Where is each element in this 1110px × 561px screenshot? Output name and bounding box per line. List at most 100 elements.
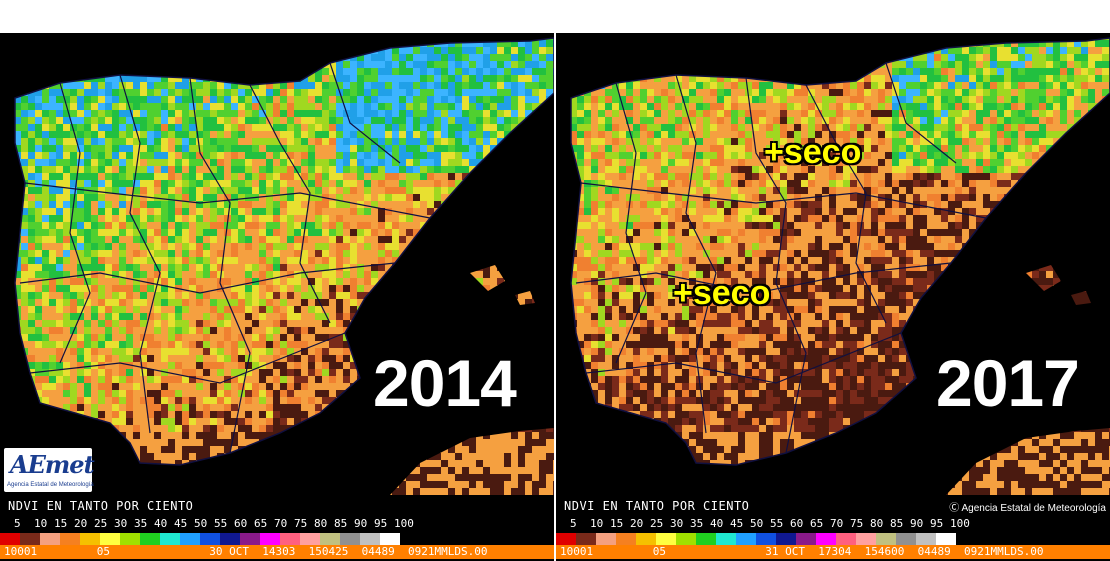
coastline bbox=[570, 37, 1110, 466]
legend-swatch bbox=[636, 533, 656, 545]
legend-title: NDVI EN TANTO POR CIENTO bbox=[564, 499, 750, 513]
legend-swatch bbox=[280, 533, 300, 545]
legend-swatch bbox=[756, 533, 776, 545]
legend-scale-value: 10 bbox=[590, 517, 604, 530]
legend-scale-value: 75 bbox=[294, 517, 308, 530]
legend-scale-value: 15 bbox=[54, 517, 68, 530]
status-text: 10001 05 31 OCT 17304 154600 04489 0921M… bbox=[560, 545, 1044, 558]
legend-swatch bbox=[300, 533, 320, 545]
province-borders bbox=[19, 62, 431, 454]
legend-scale-value: 80 bbox=[314, 517, 328, 530]
legend-swatch bbox=[896, 533, 916, 545]
legend-swatch bbox=[60, 533, 80, 545]
legend-swatch bbox=[80, 533, 100, 545]
legend-scale-value: 70 bbox=[274, 517, 288, 530]
legend-swatch bbox=[120, 533, 140, 545]
legend-scale: 5 10 15 20 25 30 35 40 45 50 55 60 65 70 75 80 85 90 95 100 bbox=[570, 517, 970, 531]
legend-scale-value: 15 bbox=[610, 517, 624, 530]
legend-swatch bbox=[320, 533, 340, 545]
legend-scale-value: 90 bbox=[910, 517, 924, 530]
dryness-annotation-center: +seco bbox=[673, 274, 771, 312]
legend-swatch bbox=[716, 533, 736, 545]
legend-scale-value: 50 bbox=[194, 517, 208, 530]
legend-swatch bbox=[160, 533, 180, 545]
iberia-ndvi-map-2014 bbox=[14, 37, 554, 495]
legend-scale-value: 50 bbox=[750, 517, 764, 530]
legend-scale-value: 55 bbox=[214, 517, 228, 530]
legend-swatch bbox=[676, 533, 696, 545]
legend-scale-value: 35 bbox=[134, 517, 148, 530]
legend-swatch bbox=[260, 533, 280, 545]
legend-scale-value: 40 bbox=[710, 517, 724, 530]
year-label: 2017 bbox=[936, 346, 1080, 420]
legend-swatch bbox=[696, 533, 716, 545]
legend-swatch bbox=[616, 533, 636, 545]
status-bar: 10001 05 31 OCT 17304 154600 04489 0921M… bbox=[556, 545, 1110, 559]
legend-scale-value: 60 bbox=[790, 517, 804, 530]
legend-scale-value: 20 bbox=[630, 517, 644, 530]
legend-scale-value: 95 bbox=[930, 517, 944, 530]
logo-subtitle: Agencia Estatal de Meteorología bbox=[7, 482, 94, 488]
status-bar: 10001 05 30 OCT 14303 150425 04489 0921M… bbox=[0, 545, 554, 559]
legend-scale-value: 35 bbox=[690, 517, 704, 530]
legend-scale-value: 70 bbox=[830, 517, 844, 530]
legend-swatch bbox=[836, 533, 856, 545]
legend-swatch bbox=[916, 533, 936, 545]
legend-swatch bbox=[340, 533, 360, 545]
legend-swatch bbox=[140, 533, 160, 545]
legend-scale-value: 25 bbox=[650, 517, 664, 530]
legend-scale-value: 100 bbox=[950, 517, 970, 530]
legend-swatch bbox=[40, 533, 60, 545]
status-text: 10001 05 30 OCT 14303 150425 04489 0921M… bbox=[4, 545, 488, 558]
legend-swatch bbox=[816, 533, 836, 545]
legend-swatches bbox=[556, 533, 956, 545]
legend-scale-value: 65 bbox=[810, 517, 824, 530]
legend-scale-value: 75 bbox=[850, 517, 864, 530]
legend-scale-value: 100 bbox=[394, 517, 414, 530]
province-borders bbox=[575, 62, 987, 454]
legend-swatch bbox=[596, 533, 616, 545]
legend-scale-value: 30 bbox=[670, 517, 684, 530]
legend-swatch bbox=[20, 533, 40, 545]
legend-scale-value: 5 bbox=[14, 517, 21, 530]
dryness-annotation-north: +seco bbox=[764, 133, 862, 171]
legend-scale-value: 45 bbox=[730, 517, 744, 530]
legend-swatch bbox=[656, 533, 676, 545]
aemet-logo: AEmet Agencia Estatal de Meteorología bbox=[4, 448, 95, 492]
legend-scale-value: 90 bbox=[354, 517, 368, 530]
legend-swatch bbox=[220, 533, 240, 545]
legend-swatch bbox=[0, 533, 20, 545]
legend-swatch bbox=[776, 533, 796, 545]
legend-swatch bbox=[576, 533, 596, 545]
legend-scale-value: 95 bbox=[374, 517, 388, 530]
year-label: 2014 bbox=[373, 346, 517, 420]
legend-scale-value: 45 bbox=[174, 517, 188, 530]
copyright-notice: Ⓒ Agencia Estatal de Meteorología bbox=[949, 503, 1106, 514]
legend-scale-value: 85 bbox=[334, 517, 348, 530]
legend-scale-value: 60 bbox=[234, 517, 248, 530]
legend-swatch bbox=[556, 533, 576, 545]
legend-scale: 5 10 15 20 25 30 35 40 45 50 55 60 65 70 75 80 85 90 95 100 bbox=[14, 517, 414, 531]
legend-swatch bbox=[736, 533, 756, 545]
legend-scale-value: 65 bbox=[254, 517, 268, 530]
ndvi-map-panel-2014: 2014 AEmet Agencia Estatal de Meteorolog… bbox=[0, 33, 554, 561]
legend-swatch bbox=[180, 533, 200, 545]
legend-swatch bbox=[200, 533, 220, 545]
legend-scale-value: 10 bbox=[34, 517, 48, 530]
legend-scale-value: 55 bbox=[770, 517, 784, 530]
legend-scale-value: 25 bbox=[94, 517, 108, 530]
legend-swatch bbox=[856, 533, 876, 545]
legend-swatch bbox=[360, 533, 380, 545]
legend-swatch bbox=[936, 533, 956, 545]
legend-swatch bbox=[796, 533, 816, 545]
legend-scale-value: 40 bbox=[154, 517, 168, 530]
legend-scale-value: 30 bbox=[114, 517, 128, 530]
legend-swatch bbox=[240, 533, 260, 545]
iberia-ndvi-map-2017 bbox=[570, 37, 1110, 495]
legend-title: NDVI EN TANTO POR CIENTO bbox=[8, 499, 194, 513]
legend-scale-value: 80 bbox=[870, 517, 884, 530]
legend-scale-value: 85 bbox=[890, 517, 904, 530]
legend-swatch bbox=[100, 533, 120, 545]
legend-scale-value: 5 bbox=[570, 517, 577, 530]
